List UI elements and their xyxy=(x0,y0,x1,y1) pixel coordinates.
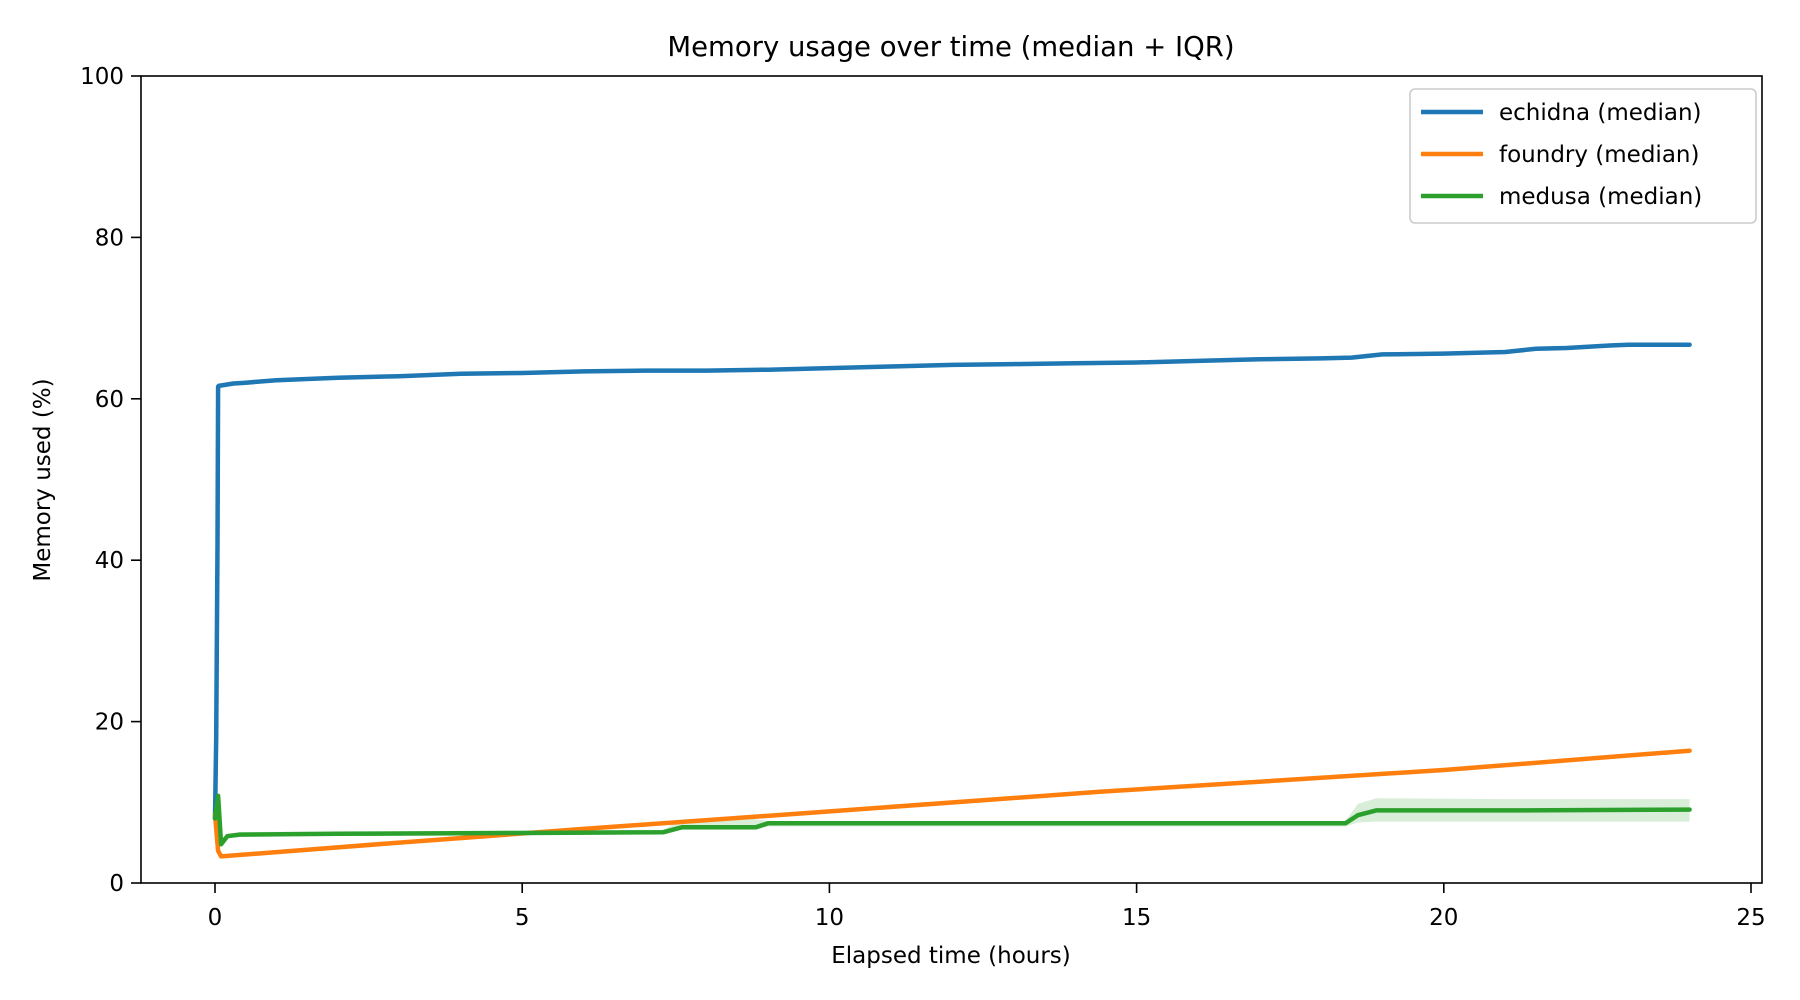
y-axis: 0 20 40 60 80 100 xyxy=(80,64,141,897)
y-tick-label: 100 xyxy=(80,64,124,90)
medusa-median-line xyxy=(212,793,1692,847)
legend-frame xyxy=(1409,88,1757,224)
echidna-median-line xyxy=(212,342,1692,821)
plot-area xyxy=(212,342,1692,859)
y-tick-label: 0 xyxy=(109,871,124,897)
legend-label-medusa: medusa (median) xyxy=(1499,184,1702,210)
legend-item-echidna: echidna (median) xyxy=(1421,100,1702,126)
y-axis-label: Memory used (%) xyxy=(30,378,56,581)
x-tick-label: 20 xyxy=(1429,905,1458,931)
x-tick-label: 0 xyxy=(208,905,223,931)
chart-title: Memory usage over time (median + IQR) xyxy=(667,31,1234,63)
y-tick-label: 20 xyxy=(95,710,124,736)
legend-label-foundry: foundry (median) xyxy=(1499,142,1699,168)
x-tick-label: 5 xyxy=(515,905,530,931)
legend-item-foundry: foundry (median) xyxy=(1421,142,1699,168)
x-tick-label: 15 xyxy=(1122,905,1151,931)
x-tick-label: 25 xyxy=(1736,905,1765,931)
legend-label-echidna: echidna (median) xyxy=(1499,100,1702,126)
axes-frame xyxy=(140,75,1763,884)
foundry-median-line xyxy=(212,748,1692,859)
legend: echidna (median) foundry (median) medusa… xyxy=(1409,88,1757,224)
y-tick-label: 80 xyxy=(95,225,124,251)
x-tick-label: 10 xyxy=(815,905,844,931)
x-axis-label: Elapsed time (hours) xyxy=(831,943,1071,969)
legend-item-medusa: medusa (median) xyxy=(1421,184,1702,210)
y-tick-label: 40 xyxy=(95,548,124,574)
x-axis: 0 5 10 15 20 25 xyxy=(208,883,1766,931)
y-tick-label: 60 xyxy=(95,387,124,413)
